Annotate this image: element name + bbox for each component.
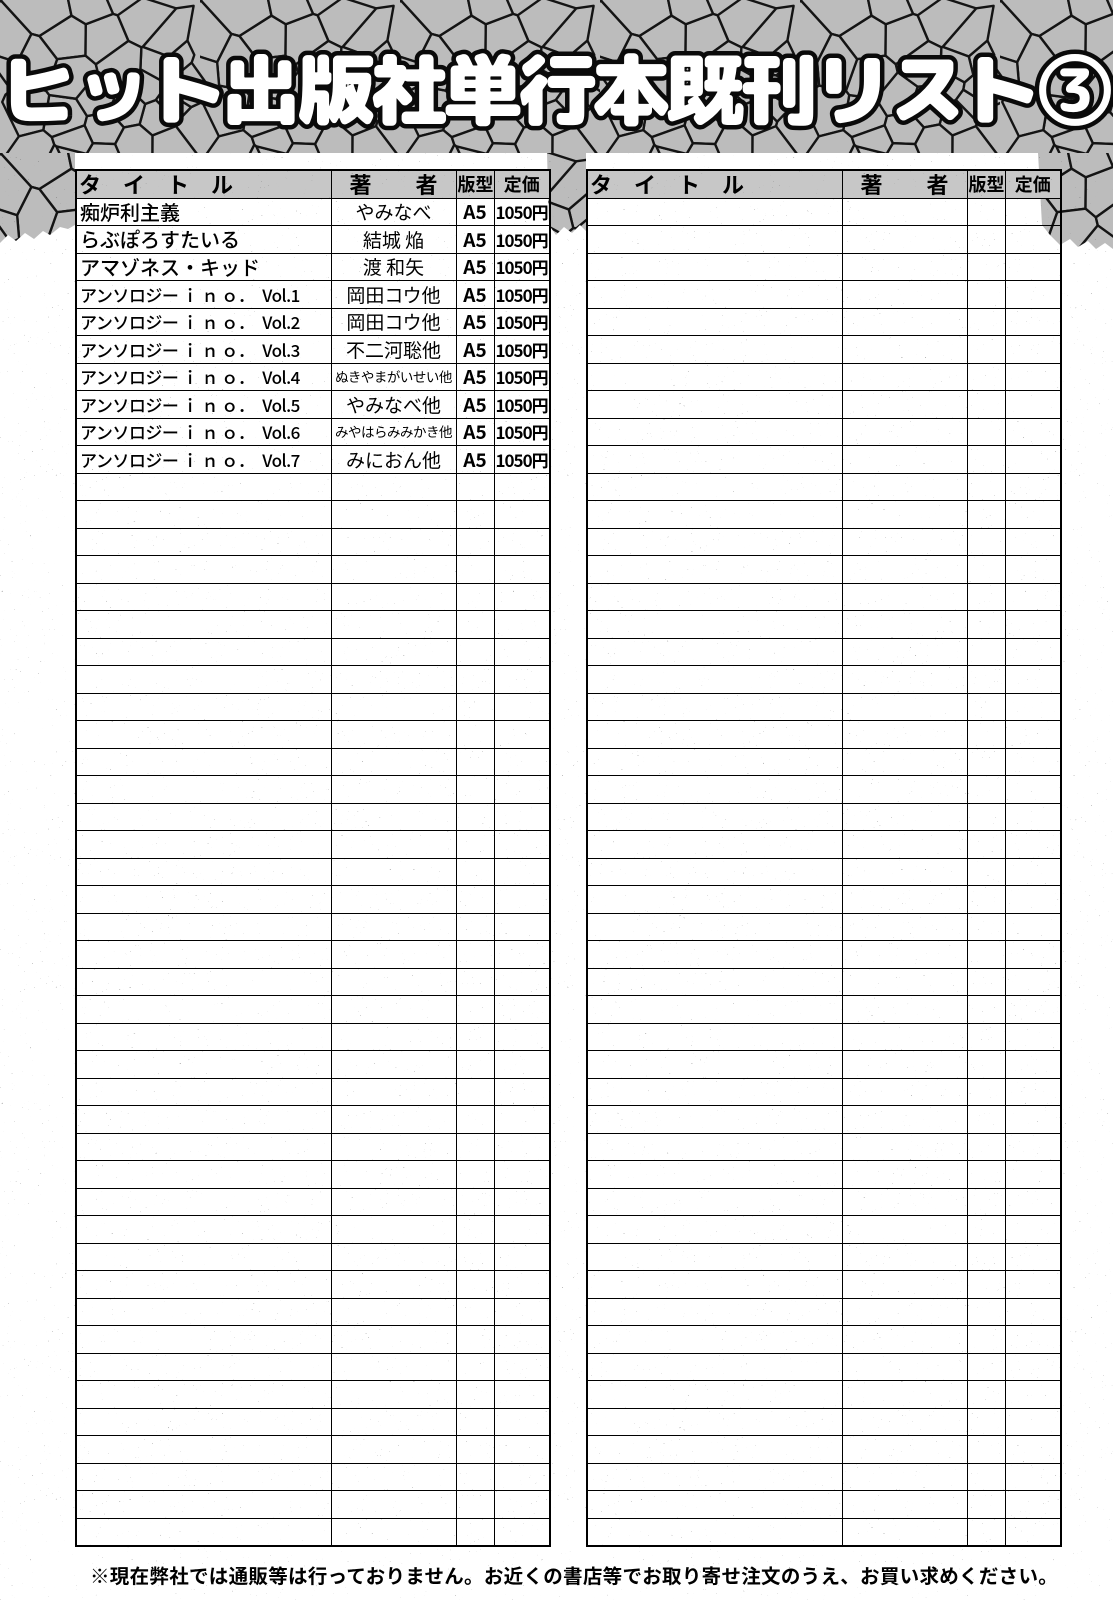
svg-text:ヒット出版社単行本既刊リスト③: ヒット出版社単行本既刊リスト③ (0, 34, 1111, 143)
